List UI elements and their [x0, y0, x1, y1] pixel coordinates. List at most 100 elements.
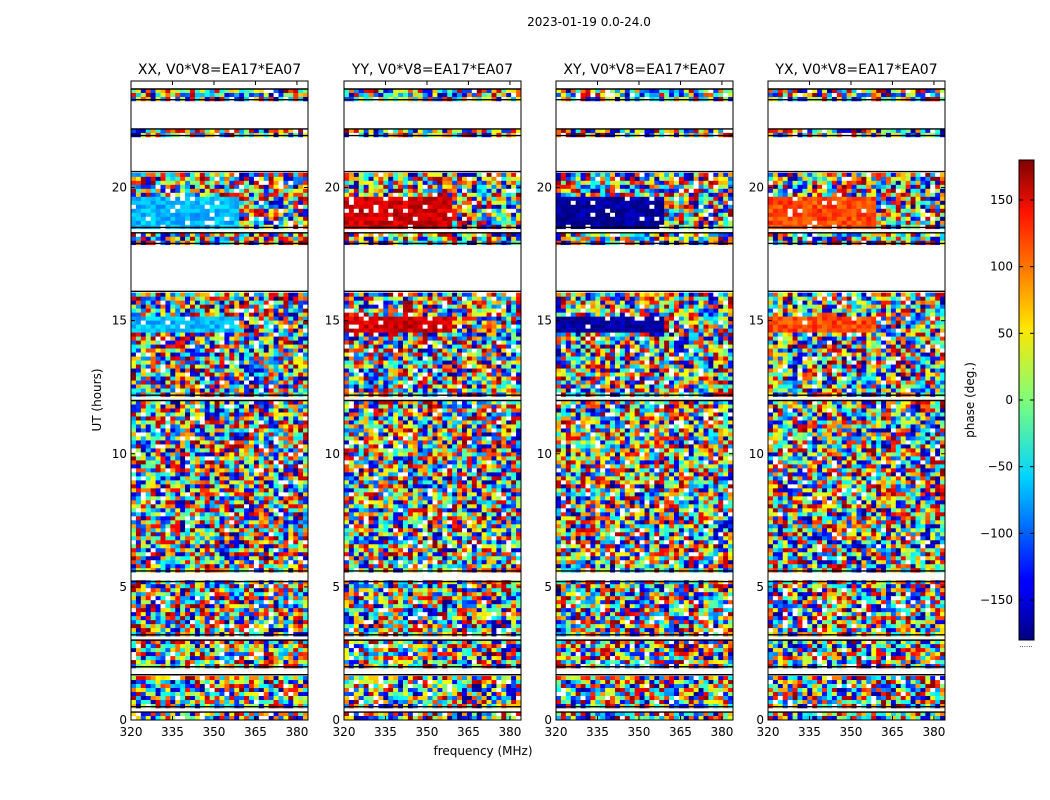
phase-cell: [239, 548, 245, 553]
phase-cell: [185, 616, 191, 621]
phase-cell: [268, 328, 274, 333]
phase-cell: [145, 480, 151, 485]
phase-cell: [258, 628, 265, 633]
phase-cell: [288, 308, 294, 313]
phase-cell: [214, 492, 220, 497]
phase-cell: [160, 684, 166, 689]
phase-cell: [258, 608, 265, 613]
phase-cell: [224, 300, 230, 305]
phase-cell: [209, 676, 215, 681]
phase-cell: [303, 312, 309, 317]
phase-cell: [501, 128, 507, 134]
phase-cell: [219, 528, 225, 533]
phase-cell: [437, 88, 443, 94]
phase-cell: [244, 380, 250, 385]
phase-cell: [427, 184, 433, 190]
phase-cell: [344, 204, 350, 210]
phase-cell: [278, 648, 284, 653]
phase-cell: [288, 212, 294, 218]
phase-cell: [224, 700, 230, 705]
phase-cell: [288, 644, 294, 649]
phase-cell: [135, 388, 142, 393]
phase-cell: [160, 484, 166, 489]
phase-cell: [150, 500, 156, 505]
phase-cell: [190, 216, 196, 222]
phase-cell: [190, 424, 196, 429]
phase-cell: [273, 404, 279, 409]
phase-cell: [303, 580, 309, 585]
phase-cell: [155, 608, 161, 613]
phase-cell: [214, 564, 220, 569]
phase-cell: [244, 480, 250, 485]
phase-cell: [140, 332, 147, 337]
phase-cell: [185, 308, 191, 313]
phase-cell: [283, 592, 289, 597]
phase-cell: [219, 696, 225, 701]
phase-cell: [244, 192, 250, 198]
phase-cell: [175, 456, 181, 461]
phase-cell: [298, 428, 304, 433]
phase-cell: [175, 716, 181, 721]
phase-cell: [234, 312, 240, 317]
phase-cell: [234, 356, 240, 361]
phase-cell: [140, 324, 147, 329]
phase-cell: [175, 540, 181, 545]
phase-cell: [185, 292, 191, 297]
phase-cell: [145, 548, 151, 553]
phase-cell: [278, 384, 284, 389]
phase-cell: [258, 456, 265, 461]
phase-cell: [170, 308, 176, 313]
phase-cell: [283, 432, 289, 437]
phase-cell: [268, 644, 274, 649]
phase-cell: [466, 128, 473, 134]
phase-cell: [253, 232, 260, 238]
phase-cell: [204, 216, 210, 222]
phase-cell: [135, 524, 142, 529]
phase-cell: [175, 196, 181, 202]
phase-cell: [239, 472, 245, 477]
phase-cell: [145, 380, 151, 385]
phase-cell: [244, 316, 250, 321]
phase-cell: [358, 184, 364, 190]
phase-cell: [249, 480, 255, 485]
phase-cell: [303, 584, 309, 589]
phase-cell: [253, 380, 260, 385]
phase-cell: [511, 172, 517, 178]
phase-cell: [194, 552, 201, 557]
phase-cell: [140, 364, 147, 369]
phase-cell: [150, 312, 156, 317]
phase-cell: [298, 608, 304, 613]
phase-cell: [462, 176, 468, 182]
phase-cell: [511, 192, 517, 198]
phase-cell: [293, 328, 299, 333]
phase-cell: [131, 652, 137, 657]
phase-cell: [145, 460, 151, 465]
phase-cell: [447, 128, 453, 134]
phase-cell: [214, 204, 220, 210]
phase-cell: [239, 596, 245, 601]
phase-cell: [486, 204, 492, 210]
phase-cell: [258, 172, 265, 178]
phase-cell: [155, 656, 161, 661]
phase-cell: [204, 496, 210, 501]
phase-cell: [412, 196, 419, 202]
phase-cell: [273, 648, 279, 653]
phase-cell: [194, 604, 201, 609]
phase-cell: [407, 88, 414, 94]
phase-cell: [447, 192, 453, 198]
phase-cell: [175, 476, 181, 481]
phase-cell: [263, 180, 269, 186]
phase-cell: [388, 208, 394, 214]
phase-cell: [501, 176, 507, 182]
phase-cell: [209, 356, 215, 361]
phase-cell: [288, 608, 294, 613]
phase-cell: [214, 512, 220, 517]
phase-cell: [145, 612, 151, 617]
phase-cell: [180, 408, 186, 413]
phase-cell: [224, 204, 230, 210]
phase-cell: [170, 332, 176, 337]
phase-cell: [140, 716, 147, 721]
phase-cell: [194, 188, 201, 194]
phase-cell: [150, 188, 156, 194]
y-tick-label: 0: [119, 713, 127, 727]
